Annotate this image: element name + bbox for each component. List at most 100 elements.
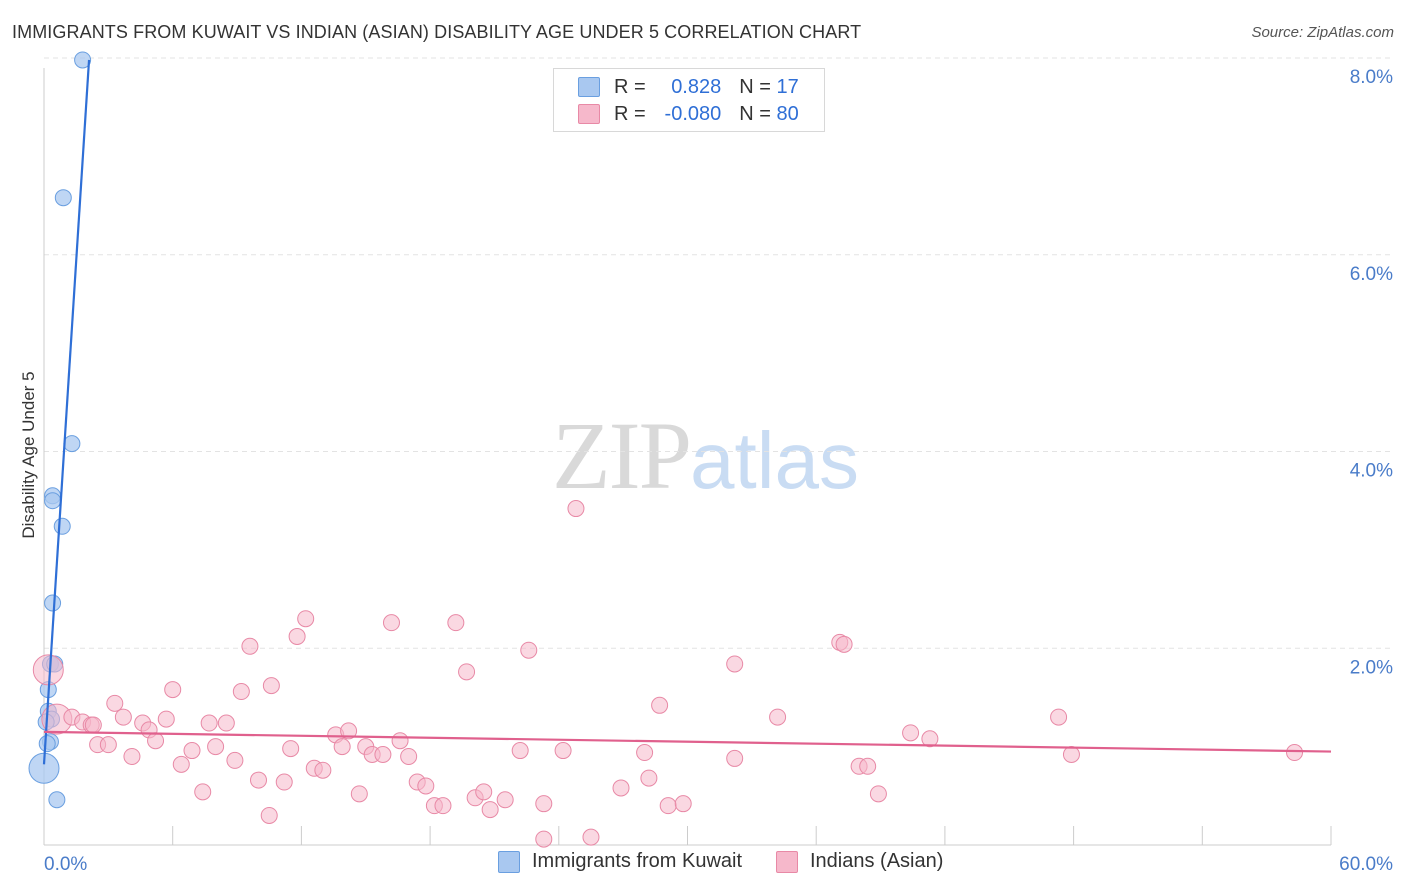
indians-point: [535, 795, 553, 813]
legend-swatch-kuwait: [578, 77, 600, 97]
indians-point: [333, 738, 351, 756]
indians-point: [164, 681, 182, 699]
indians-point: [207, 738, 225, 756]
indians-point: [106, 694, 124, 712]
kuwait-trend-line: [42, 59, 91, 765]
indians-point: [172, 755, 190, 773]
indians-point: [241, 637, 259, 655]
legend-swatch-kuwait: [498, 850, 520, 873]
indians-point: [674, 795, 692, 813]
indians-point: [835, 635, 853, 653]
legend-r-value: -0.080: [664, 102, 722, 125]
y-tick-label: 4.0%: [1350, 461, 1393, 482]
legend-r-label: R =: [614, 102, 652, 125]
stats-legend: R = 0.828 N = 17 R = -0.080 N = 80: [553, 68, 825, 132]
indians-point: [447, 614, 465, 632]
axes: [43, 68, 1332, 846]
indians-point: [582, 828, 600, 846]
indians-point: [282, 740, 300, 758]
indians-point: [921, 730, 939, 748]
indians-point: [636, 744, 654, 762]
indians-point: [260, 806, 278, 824]
indians-point: [434, 797, 452, 815]
legend-row-kuwait: R = 0.828 N = 17: [578, 74, 799, 100]
legend-swatch-indians: [776, 850, 798, 873]
indians-point: [726, 749, 744, 767]
indians-point: [1286, 744, 1304, 762]
indians-point: [769, 708, 787, 726]
trend-lines: [42, 59, 1332, 765]
indians-point: [659, 797, 677, 815]
indians-point: [554, 742, 572, 760]
legend-label-kuwait: Immigrants from Kuwait: [532, 850, 743, 872]
watermark-zip: ZIP: [552, 402, 692, 509]
indians-point: [194, 783, 212, 801]
kuwait-point: [38, 735, 56, 753]
indians-point: [297, 610, 315, 628]
kuwait-point: [44, 594, 62, 612]
indians-point: [640, 769, 658, 787]
legend-r-value: 0.828: [671, 75, 722, 98]
kuwait-point: [53, 517, 71, 535]
kuwait-point: [74, 51, 92, 69]
indians-point: [475, 783, 493, 801]
indians-point: [200, 714, 218, 732]
legend-n-value: 80: [776, 102, 799, 125]
indians-point: [511, 742, 529, 760]
indians-point: [217, 714, 235, 732]
indians-point: [859, 757, 877, 775]
indians-point: [417, 777, 435, 795]
source-credit: Source: ZipAtlas.com: [1251, 24, 1394, 41]
kuwait-point: [44, 492, 62, 510]
indians-point: [651, 696, 669, 714]
indians-point: [350, 785, 368, 803]
legend-swatch-indians: [578, 104, 600, 124]
indians-point: [612, 779, 630, 797]
x-tick-label: 0.0%: [44, 854, 87, 875]
legend-item-indians: Indians (Asian): [776, 850, 943, 873]
indians-point: [726, 655, 744, 673]
indians-point: [458, 663, 476, 681]
indians-point: [157, 710, 175, 728]
indians-point: [114, 708, 132, 726]
indians-point: [1062, 745, 1080, 763]
tick-labels: 2.0% 4.0% 6.0% 8.0% 0.0% 60.0%: [44, 67, 1393, 875]
indians-point: [232, 683, 250, 701]
indians-point: [99, 736, 117, 754]
y-tick-label: 6.0%: [1350, 264, 1393, 285]
y-tick-label: 8.0%: [1350, 67, 1393, 88]
indians-point: [496, 791, 514, 809]
indians-trend-line: [43, 730, 1332, 753]
indians-point: [123, 747, 141, 765]
kuwait-point: [48, 791, 66, 809]
indians-point: [374, 745, 392, 763]
legend-n-label: N =: [739, 102, 777, 125]
indians-point: [84, 716, 102, 734]
legend-row-indians: R = -0.080 N = 80: [578, 101, 799, 127]
indians-point: [288, 627, 306, 645]
indians-point: [400, 747, 418, 765]
indians-point: [1050, 708, 1068, 726]
grid-lines: [44, 57, 1392, 649]
indians-point: [902, 724, 920, 742]
watermark-atlas: atlas: [690, 416, 859, 505]
watermark: ZIPatlas: [552, 400, 859, 511]
indians-point: [869, 785, 887, 803]
indians-point: [147, 732, 165, 750]
legend-n-value: 17: [776, 75, 799, 98]
indians-point: [391, 732, 409, 750]
indians-point: [183, 742, 201, 760]
legend-item-kuwait: Immigrants from Kuwait: [498, 850, 742, 873]
indians-point: [275, 773, 293, 791]
indians-point: [250, 771, 267, 789]
indians-point: [481, 801, 499, 819]
indians-point: [262, 677, 280, 695]
y-axis-label: Disability Age Under 5: [19, 371, 38, 538]
legend-r-label: R =: [614, 75, 652, 98]
chart-title: IMMIGRANTS FROM KUWAIT VS INDIAN (ASIAN)…: [12, 22, 862, 42]
y-tick-label: 2.0%: [1350, 657, 1393, 678]
legend-label-indians: Indians (Asian): [810, 850, 944, 872]
kuwait-point: [63, 435, 81, 453]
legend-n-label: N =: [739, 75, 777, 98]
